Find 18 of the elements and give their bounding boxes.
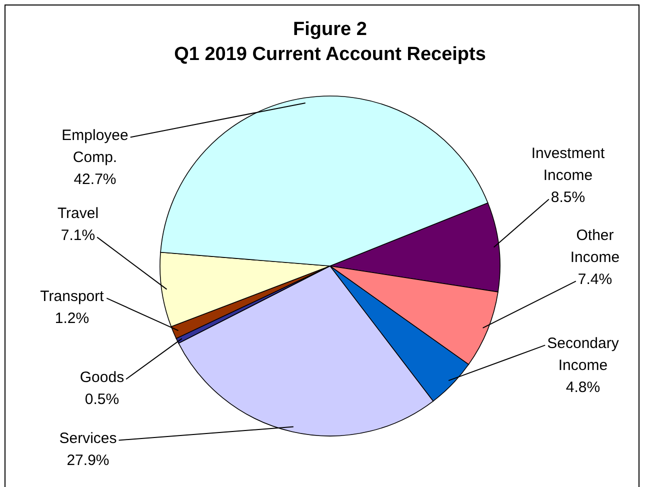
data-label: 27.9% [66,452,110,469]
data-label: 1.2% [54,310,90,327]
data-label: 8.5% [550,189,586,206]
data-label: 42.7% [74,171,116,188]
slice-label: Transport [40,288,105,305]
slice-label: Other Income [570,227,620,266]
slice-label: Secondary Income [547,335,620,374]
slice-label: Goods [80,369,124,386]
slice-label: Travel [57,205,99,222]
slice-label: Services [59,430,117,447]
data-label: 4.8% [566,379,600,396]
data-label: 7.4% [578,271,612,288]
text: Q1 2019 Current Account Receipts [174,44,486,65]
text: Figure 2 [293,19,367,40]
slice-label: Employee Comp. [62,127,128,166]
data-label: 7.1% [60,227,96,244]
data-label: 0.5% [84,391,120,408]
slice-label: Investment Income [531,145,606,184]
